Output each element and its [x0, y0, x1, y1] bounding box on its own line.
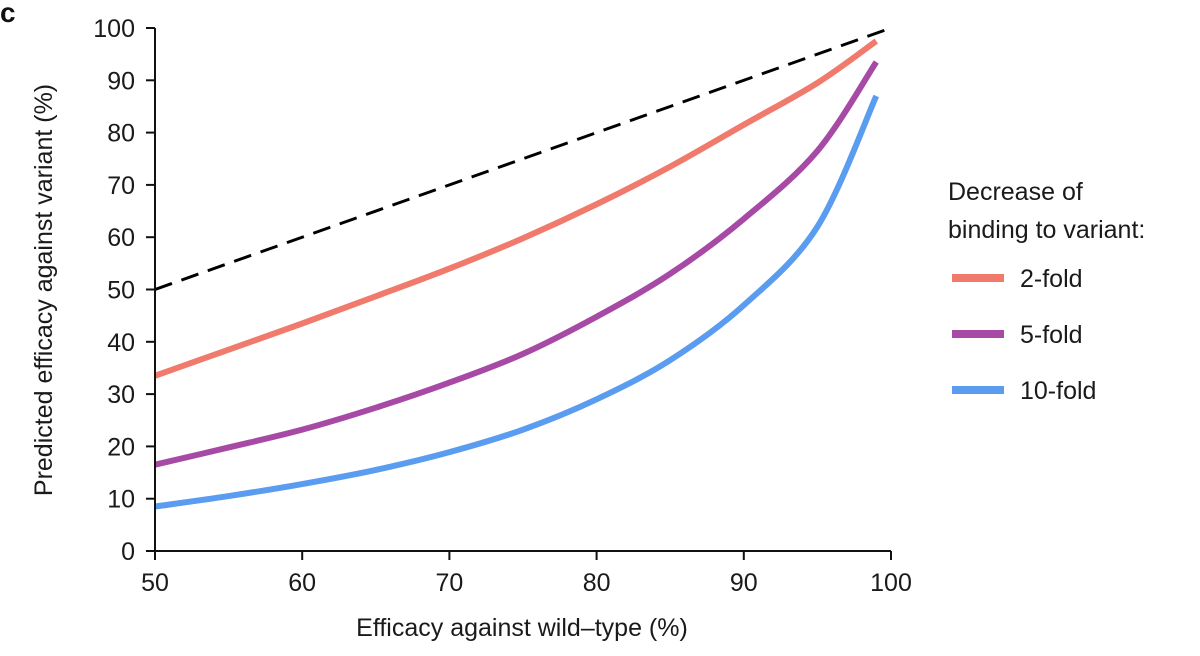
- x-tick-label: 70: [435, 569, 463, 597]
- reference-dashed-line: [154, 26, 892, 291]
- x-axis-label: Efficacy against wild–type (%): [356, 614, 688, 642]
- x-tick-label: 100: [870, 569, 912, 597]
- y-tick-label: 100: [93, 15, 135, 43]
- series-line-10-fold: [154, 94, 880, 510]
- series-line-5-fold: [154, 60, 879, 468]
- legend-items: 2-fold 5-fold 10-fold: [952, 265, 1096, 405]
- y-tick-label: 80: [107, 120, 135, 148]
- y-tick-label: 50: [107, 277, 135, 305]
- x-tick-label: 50: [141, 569, 169, 597]
- y-axis-label: Predicted efficacy against variant (%): [30, 84, 58, 496]
- x-tick-label: 90: [730, 569, 758, 597]
- y-tick-label: 0: [121, 538, 135, 566]
- legend-title-line-1: Decrease of: [948, 178, 1083, 206]
- y-tick-label: 30: [107, 381, 135, 409]
- y-tick-label: 70: [107, 172, 135, 200]
- legend: Decrease of binding to variant: 2-fold 5-…: [948, 178, 1145, 405]
- y-tick-label: 60: [107, 224, 135, 252]
- legend-label-5-fold: 5-fold: [1020, 321, 1083, 349]
- legend-label-10-fold: 10-fold: [1020, 377, 1096, 405]
- plot-area: [153, 26, 892, 510]
- x-tick-label: 80: [583, 569, 611, 597]
- axes: 50 60 70 80 90 100 0 10 20 30 40 50 60 70 80 90 100: [93, 15, 912, 597]
- legend-label-2-fold: 2-fold: [1020, 265, 1083, 293]
- y-tick-label: 90: [107, 67, 135, 95]
- y-ticks: 0 10 20 30 40 50 60 70 80 90 100: [93, 15, 155, 566]
- panel-label: c: [0, 0, 16, 28]
- series-line-2-fold: [153, 38, 879, 379]
- legend-title-line-2: binding to variant:: [948, 216, 1145, 244]
- x-ticks: 50 60 70 80 90 100: [141, 551, 912, 597]
- y-tick-label: 20: [107, 433, 135, 461]
- y-tick-label: 40: [107, 329, 135, 357]
- y-tick-label: 10: [107, 486, 135, 514]
- x-tick-label: 60: [288, 569, 316, 597]
